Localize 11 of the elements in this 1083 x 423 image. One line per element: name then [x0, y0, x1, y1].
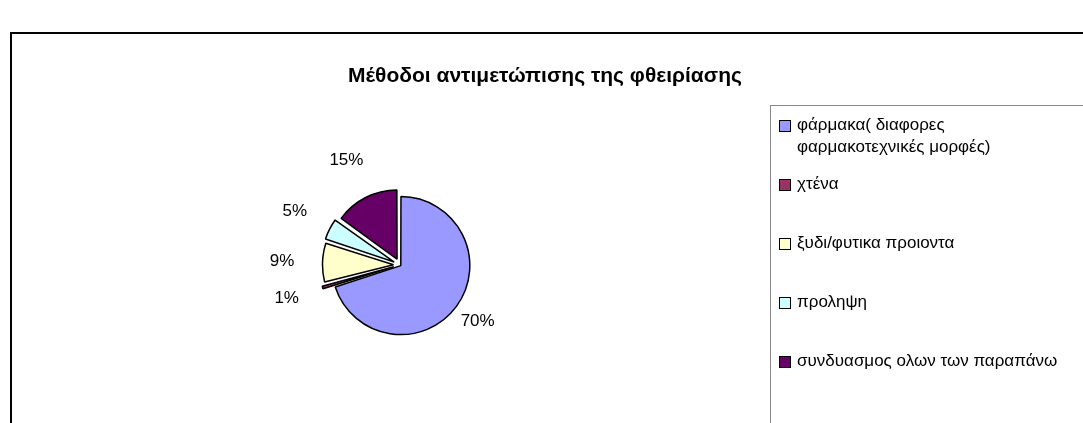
legend-label: προληψη: [797, 291, 868, 313]
legend-label: ξυδι/φυτικα προιοντα: [797, 232, 955, 254]
data-label: 70%: [460, 311, 495, 331]
legend-label: συνδυασμος ολων των παραπάνω: [797, 350, 1058, 372]
data-label: 1%: [274, 287, 299, 307]
data-label: 15%: [329, 149, 364, 169]
chart-title: Μέθοδοι αντιμετώπισης της φθειρίασης: [347, 63, 743, 87]
legend-label: φάρμακα( διαφορες φαρμακοτεχνικές μορφές): [797, 114, 992, 158]
data-label: 5%: [282, 201, 308, 221]
data-label: 9%: [269, 250, 295, 270]
legend-label: χτένα: [797, 173, 839, 195]
